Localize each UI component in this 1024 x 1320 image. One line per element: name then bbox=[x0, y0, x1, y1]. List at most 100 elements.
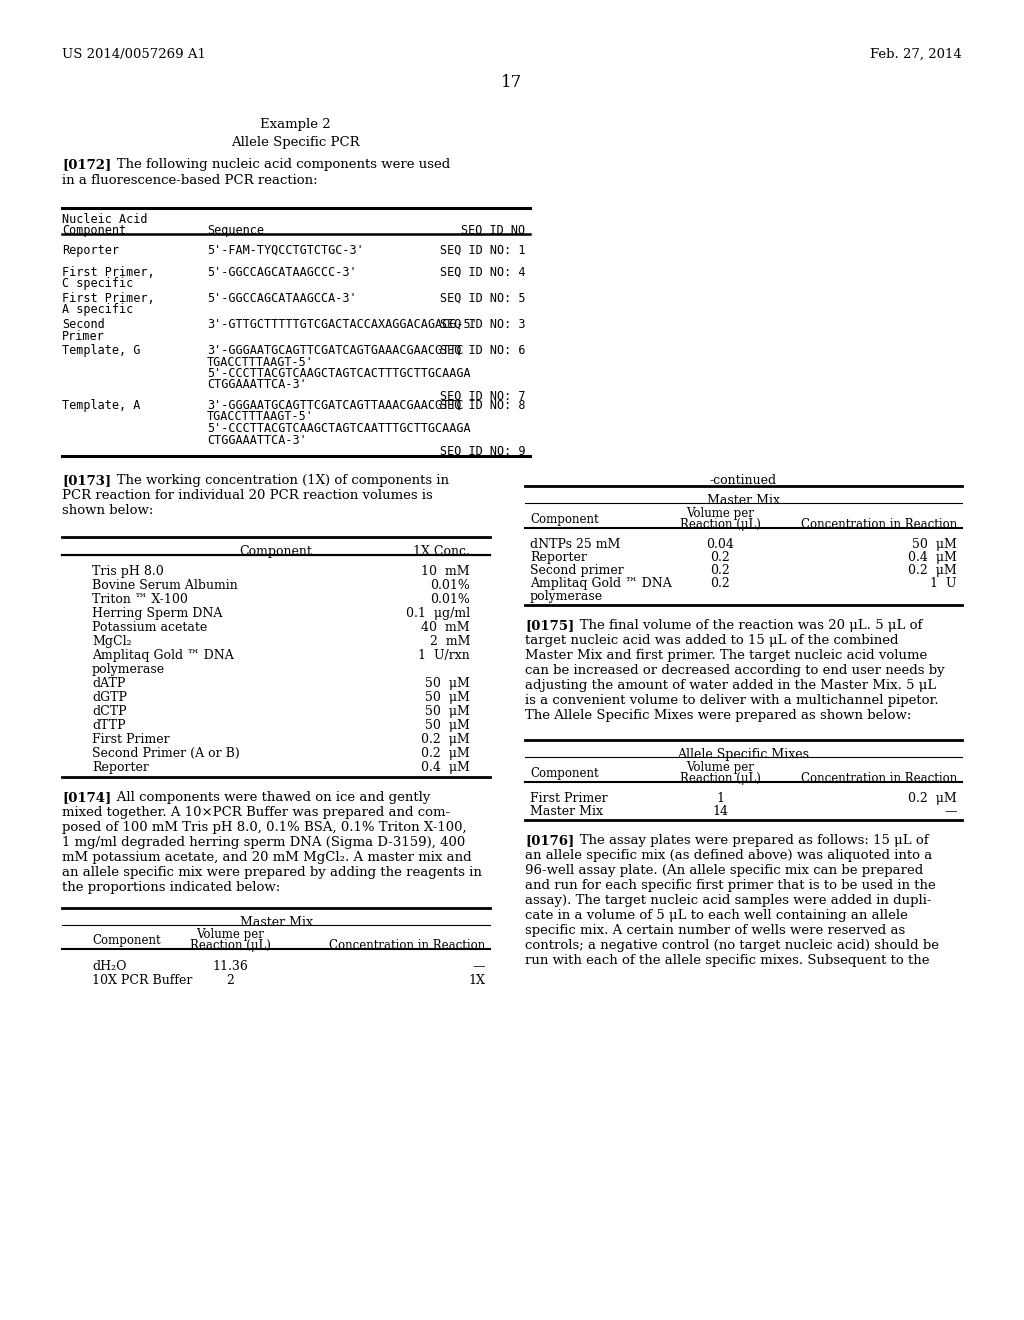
Text: Sequence: Sequence bbox=[207, 224, 264, 238]
Text: run with each of the allele specific mixes. Subsequent to the: run with each of the allele specific mix… bbox=[525, 954, 930, 968]
Text: Reaction (μL): Reaction (μL) bbox=[680, 772, 761, 785]
Text: 3'-GGGAATGCAGTTCGATCAGTGAAACGAACGTTC: 3'-GGGAATGCAGTTCGATCAGTGAAACGAACGTTC bbox=[207, 345, 464, 356]
Text: Template, A: Template, A bbox=[62, 399, 140, 412]
Text: 0.01%: 0.01% bbox=[430, 593, 470, 606]
Text: SEQ ID NO: 1: SEQ ID NO: 1 bbox=[439, 244, 525, 257]
Text: Nucleic Acid: Nucleic Acid bbox=[62, 213, 147, 226]
Text: First Primer,: First Primer, bbox=[62, 292, 155, 305]
Text: Potassium acetate: Potassium acetate bbox=[92, 620, 207, 634]
Text: Second primer: Second primer bbox=[530, 564, 624, 577]
Text: Component: Component bbox=[92, 935, 161, 946]
Text: Second Primer (A or B): Second Primer (A or B) bbox=[92, 747, 240, 760]
Text: cate in a volume of 5 μL to each well containing an allele: cate in a volume of 5 μL to each well co… bbox=[525, 909, 908, 921]
Text: Triton ™ X-100: Triton ™ X-100 bbox=[92, 593, 187, 606]
Text: Feb. 27, 2014: Feb. 27, 2014 bbox=[870, 48, 962, 61]
Text: Allele Specific Mixes: Allele Specific Mixes bbox=[678, 748, 810, 762]
Text: Concentration in Reaction: Concentration in Reaction bbox=[801, 517, 957, 531]
Text: 1X Conc.: 1X Conc. bbox=[413, 545, 470, 558]
Text: MgCl₂: MgCl₂ bbox=[92, 635, 132, 648]
Text: 3'-GTTGCTTTTTGTCGACTACCAXAGGACAGACG-5': 3'-GTTGCTTTTTGTCGACTACCAXAGGACAGACG-5' bbox=[207, 318, 478, 331]
Text: 40  mM: 40 mM bbox=[421, 620, 470, 634]
Text: First Primer,: First Primer, bbox=[62, 267, 155, 279]
Text: 17: 17 bbox=[502, 74, 522, 91]
Text: SEQ ID NO: 3: SEQ ID NO: 3 bbox=[439, 318, 525, 331]
Text: 14: 14 bbox=[712, 805, 728, 818]
Text: The assay plates were prepared as follows: 15 μL of: The assay plates were prepared as follow… bbox=[567, 834, 929, 847]
Text: CTGGAAATTCA-3': CTGGAAATTCA-3' bbox=[207, 433, 307, 446]
Text: 50  μM: 50 μM bbox=[425, 690, 470, 704]
Text: [0176]: [0176] bbox=[525, 834, 574, 847]
Text: Master Mix: Master Mix bbox=[240, 916, 312, 929]
Text: 50  μM: 50 μM bbox=[425, 677, 470, 690]
Text: Master Mix: Master Mix bbox=[707, 494, 780, 507]
Text: US 2014/0057269 A1: US 2014/0057269 A1 bbox=[62, 48, 206, 61]
Text: posed of 100 mM Tris pH 8.0, 0.1% BSA, 0.1% Triton X-100,: posed of 100 mM Tris pH 8.0, 0.1% BSA, 0… bbox=[62, 821, 467, 834]
Text: The following nucleic acid components were used: The following nucleic acid components we… bbox=[104, 158, 451, 172]
Text: SEQ ID NO: 5: SEQ ID NO: 5 bbox=[439, 292, 525, 305]
Text: The Allele Specific Mixes were prepared as shown below:: The Allele Specific Mixes were prepared … bbox=[525, 709, 911, 722]
Text: First Primer: First Primer bbox=[92, 733, 170, 746]
Text: SEQ ID NO: 6: SEQ ID NO: 6 bbox=[439, 345, 525, 356]
Text: the proportions indicated below:: the proportions indicated below: bbox=[62, 880, 281, 894]
Text: 0.2  μM: 0.2 μM bbox=[421, 747, 470, 760]
Text: SEQ ID NO: 8: SEQ ID NO: 8 bbox=[439, 399, 525, 412]
Text: A specific: A specific bbox=[62, 304, 133, 317]
Text: Reporter: Reporter bbox=[530, 550, 587, 564]
Text: 10  mM: 10 mM bbox=[421, 565, 470, 578]
Text: SEQ ID NO: 9: SEQ ID NO: 9 bbox=[439, 445, 525, 458]
Text: The working concentration (1X) of components in: The working concentration (1X) of compon… bbox=[104, 474, 449, 487]
Text: Reporter: Reporter bbox=[62, 244, 119, 257]
Text: 0.2  μM: 0.2 μM bbox=[421, 733, 470, 746]
Text: 0.2  μM: 0.2 μM bbox=[908, 564, 957, 577]
Text: polymerase: polymerase bbox=[92, 663, 165, 676]
Text: an allele specific mix (as defined above) was aliquoted into a: an allele specific mix (as defined above… bbox=[525, 849, 932, 862]
Text: 50  μM: 50 μM bbox=[912, 539, 957, 550]
Text: [0174]: [0174] bbox=[62, 791, 112, 804]
Text: TGACCTTTAAGT-5': TGACCTTTAAGT-5' bbox=[207, 355, 314, 368]
Text: mixed together. A 10×PCR Buffer was prepared and com-: mixed together. A 10×PCR Buffer was prep… bbox=[62, 807, 451, 818]
Text: target nucleic acid was added to 15 μL of the combined: target nucleic acid was added to 15 μL o… bbox=[525, 634, 898, 647]
Text: 50  μM: 50 μM bbox=[425, 705, 470, 718]
Text: The final volume of the reaction was 20 μL. 5 μL of: The final volume of the reaction was 20 … bbox=[567, 619, 923, 632]
Text: 0.2  μM: 0.2 μM bbox=[908, 792, 957, 805]
Text: Master Mix and first primer. The target nucleic acid volume: Master Mix and first primer. The target … bbox=[525, 649, 928, 663]
Text: Component: Component bbox=[530, 767, 599, 780]
Text: Reaction (μL): Reaction (μL) bbox=[189, 939, 270, 952]
Text: Allele Specific PCR: Allele Specific PCR bbox=[230, 136, 359, 149]
Text: 1  U: 1 U bbox=[931, 577, 957, 590]
Text: C specific: C specific bbox=[62, 277, 133, 290]
Text: SEQ ID NO: 7: SEQ ID NO: 7 bbox=[439, 389, 525, 403]
Text: 2  mM: 2 mM bbox=[429, 635, 470, 648]
Text: Volume per: Volume per bbox=[686, 762, 754, 774]
Text: Reporter: Reporter bbox=[92, 762, 148, 774]
Text: controls; a negative control (no target nucleic acid) should be: controls; a negative control (no target … bbox=[525, 939, 939, 952]
Text: 0.1  μg/ml: 0.1 μg/ml bbox=[406, 607, 470, 620]
Text: 0.2: 0.2 bbox=[710, 564, 730, 577]
Text: Concentration in Reaction: Concentration in Reaction bbox=[329, 939, 485, 952]
Text: polymerase: polymerase bbox=[530, 590, 603, 603]
Text: dH₂O: dH₂O bbox=[92, 960, 127, 973]
Text: Component: Component bbox=[62, 224, 126, 238]
Text: Component: Component bbox=[530, 513, 599, 525]
Text: mM potassium acetate, and 20 mM MgCl₂. A master mix and: mM potassium acetate, and 20 mM MgCl₂. A… bbox=[62, 851, 472, 865]
Text: dCTP: dCTP bbox=[92, 705, 127, 718]
Text: 0.2: 0.2 bbox=[710, 550, 730, 564]
Text: -continued: -continued bbox=[710, 474, 777, 487]
Text: Primer: Primer bbox=[62, 330, 104, 342]
Text: Herring Sperm DNA: Herring Sperm DNA bbox=[92, 607, 222, 620]
Text: 5'-CCCTTACGTCAAGCTAGTCACTTTGCTTGCAAGA: 5'-CCCTTACGTCAAGCTAGTCACTTTGCTTGCAAGA bbox=[207, 367, 471, 380]
Text: 0.4  μM: 0.4 μM bbox=[908, 550, 957, 564]
Text: Bovine Serum Albumin: Bovine Serum Albumin bbox=[92, 579, 238, 591]
Text: All components were thawed on ice and gently: All components were thawed on ice and ge… bbox=[104, 791, 430, 804]
Text: [0172]: [0172] bbox=[62, 158, 112, 172]
Text: 0.4  μM: 0.4 μM bbox=[421, 762, 470, 774]
Text: 5'-FAM-TYQCCTGTCTGC-3': 5'-FAM-TYQCCTGTCTGC-3' bbox=[207, 244, 364, 257]
Text: Master Mix: Master Mix bbox=[530, 805, 603, 818]
Text: TGACCTTTAAGT-5': TGACCTTTAAGT-5' bbox=[207, 411, 314, 424]
Text: dGTP: dGTP bbox=[92, 690, 127, 704]
Text: specific mix. A certain number of wells were reserved as: specific mix. A certain number of wells … bbox=[525, 924, 905, 937]
Text: Concentration in Reaction: Concentration in Reaction bbox=[801, 772, 957, 785]
Text: dATP: dATP bbox=[92, 677, 125, 690]
Text: First Primer: First Primer bbox=[530, 792, 607, 805]
Text: 3'-GGGAATGCAGTTCGATCAGTTAAACGAACGTTC: 3'-GGGAATGCAGTTCGATCAGTTAAACGAACGTTC bbox=[207, 399, 464, 412]
